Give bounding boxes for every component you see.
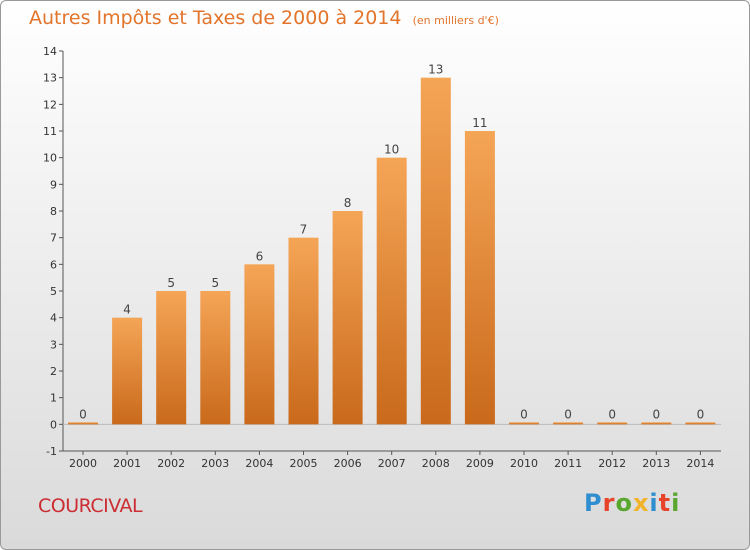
y-tick-label: 5 [50, 285, 57, 298]
y-tick-label: 4 [50, 312, 57, 325]
bar [597, 422, 628, 425]
data-label: 4 [123, 303, 131, 317]
title-row: Autres Impôts et Taxes de 2000 à 2014 (e… [29, 7, 499, 29]
y-tick-label: 10 [43, 152, 57, 165]
y-tick-label: 0 [50, 418, 57, 431]
x-tick-label: 2000 [69, 457, 97, 470]
x-tick-label: 2010 [510, 457, 538, 470]
bar [112, 317, 143, 425]
data-label: 0 [697, 407, 705, 421]
bar [288, 237, 319, 425]
y-tick-label: 14 [43, 45, 57, 58]
x-tick-label: 2009 [466, 457, 494, 470]
y-tick-label: 11 [43, 125, 57, 138]
data-label: 11 [472, 116, 487, 130]
data-label: 8 [344, 196, 352, 210]
data-label: 13 [428, 63, 443, 77]
y-tick-label: 8 [50, 205, 57, 218]
x-tick-label: 2014 [686, 457, 714, 470]
data-label: 0 [520, 407, 528, 421]
bar [553, 422, 584, 425]
x-tick-label: 2011 [554, 457, 582, 470]
data-label: 0 [79, 407, 87, 421]
y-tick-label: 1 [50, 392, 57, 405]
y-tick-label: -1 [46, 445, 57, 458]
bar [420, 77, 451, 425]
y-tick-label: 3 [50, 338, 57, 351]
data-label: 0 [564, 407, 572, 421]
x-tick-label: 2012 [598, 457, 626, 470]
x-tick-label: 2003 [201, 457, 229, 470]
x-tick-label: 2007 [378, 457, 406, 470]
x-tick-label: 2004 [245, 457, 273, 470]
y-tick-label: 12 [43, 98, 57, 111]
x-tick-label: 2006 [334, 457, 362, 470]
data-label: 5 [211, 276, 219, 290]
data-label: 7 [300, 223, 308, 237]
bar [641, 422, 672, 425]
data-label: 0 [652, 407, 660, 421]
bar [509, 422, 539, 425]
bar [68, 422, 98, 425]
x-tick-label: 2008 [422, 457, 450, 470]
x-tick-label: 2005 [290, 457, 318, 470]
bar [376, 157, 407, 425]
chart-subtitle: (en milliers d'€) [412, 14, 499, 27]
bar [332, 211, 363, 425]
chart-title: Autres Impôts et Taxes de 2000 à 2014 [29, 7, 402, 29]
bar [156, 291, 187, 425]
x-tick-label: 2001 [113, 457, 141, 470]
y-tick-label: 6 [50, 258, 57, 271]
x-tick-label: 2013 [642, 457, 670, 470]
y-tick-label: 2 [50, 365, 57, 378]
bar [200, 291, 231, 425]
proxiti-logo: Proxiti [584, 489, 681, 517]
y-tick-label: 9 [50, 178, 57, 191]
data-label: 5 [167, 276, 175, 290]
bar [685, 422, 716, 425]
data-label: 6 [256, 249, 264, 263]
y-tick-label: 7 [50, 232, 57, 245]
bar [464, 131, 495, 425]
data-label: 0 [608, 407, 616, 421]
bar [244, 264, 275, 425]
x-tick-label: 2002 [157, 457, 185, 470]
y-tick-label: 13 [43, 72, 57, 85]
data-label: 10 [384, 143, 399, 157]
commune-name: COURCIVAL [38, 495, 143, 517]
